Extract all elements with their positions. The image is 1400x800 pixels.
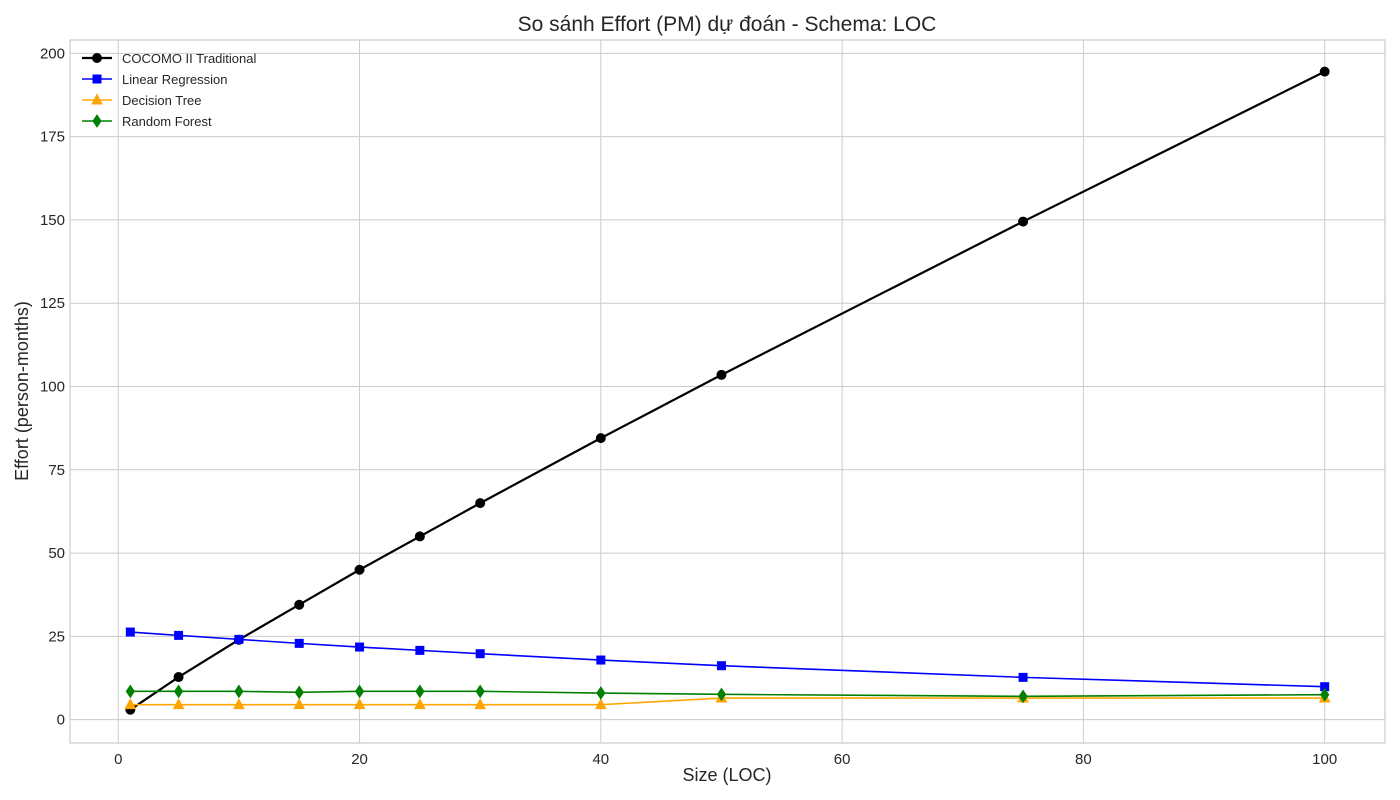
data-point [414, 698, 426, 710]
legend: COCOMO II Traditional Linear Regression De… [82, 51, 256, 129]
legend-item-decision-tree: Decision Tree [82, 93, 201, 108]
x-tick-label: 40 [592, 751, 609, 768]
data-point [294, 638, 304, 648]
data-point [475, 649, 485, 659]
x-axis-label: Size (LOC) [682, 765, 771, 785]
legend-label: Random Forest [122, 114, 212, 129]
data-point [125, 627, 135, 637]
data-point [1018, 672, 1028, 682]
data-point [414, 531, 425, 542]
data-point [234, 684, 244, 699]
series-line [129, 70, 1326, 711]
data-point [174, 630, 184, 640]
legend-item-cocomo-ii-traditional: COCOMO II Traditional [82, 51, 256, 66]
series-line [130, 697, 1325, 706]
y-tick-label: 150 [40, 212, 65, 229]
x-tick-label: 80 [1075, 751, 1092, 768]
data-point [415, 684, 425, 699]
data-point [595, 433, 606, 444]
data-point [1319, 66, 1330, 77]
y-tick-label: 50 [48, 545, 65, 562]
series-group [124, 66, 1331, 715]
y-tick-label: 175 [40, 129, 65, 146]
data-point [233, 698, 245, 710]
legend-label: COCOMO II Traditional [122, 51, 256, 66]
legend-marker [91, 93, 103, 105]
data-point [354, 684, 365, 699]
legend-marker [92, 74, 102, 84]
data-point [716, 661, 726, 671]
tick-labels: 0 20 40 60 80 100 0 25 50 75 100 125 150 175 200 [40, 45, 1337, 768]
data-point [1018, 216, 1029, 227]
data-point [596, 655, 606, 665]
data-point [415, 645, 425, 655]
data-point [1018, 689, 1028, 704]
y-tick-label: 75 [48, 462, 65, 479]
data-point [124, 698, 137, 710]
data-point [353, 698, 366, 710]
data-point [716, 369, 727, 380]
legend-marker [92, 114, 102, 128]
data-point [716, 687, 727, 702]
y-tick-label: 100 [40, 379, 65, 396]
data-point [474, 698, 487, 710]
legend-item-random-forest: Random Forest [82, 114, 212, 129]
x-tick-label: 0 [114, 751, 122, 768]
data-point [475, 498, 486, 509]
data-point [173, 684, 184, 699]
chart-title: So sánh Effort (PM) dự đoán - Schema: LO… [518, 13, 937, 36]
y-tick-label: 0 [57, 712, 65, 729]
legend-label: Linear Regression [122, 72, 228, 87]
y-tick-label: 200 [40, 45, 65, 62]
data-point [355, 642, 365, 652]
legend-marker [92, 53, 102, 63]
y-tick-label: 125 [40, 295, 65, 312]
data-point [1320, 687, 1330, 702]
data-point [173, 672, 184, 683]
legend-item-linear-regression: Linear Regression [82, 72, 228, 87]
series-cocomo-ii-traditional [125, 66, 1330, 715]
data-point [596, 686, 606, 700]
x-tick-label: 100 [1312, 751, 1337, 768]
plot-frame [69, 39, 1386, 744]
y-axis-label: Effort (person-months) [12, 301, 32, 481]
y-tick-label: 25 [48, 628, 65, 645]
legend-label: Decision Tree [122, 93, 201, 108]
data-point [475, 684, 485, 699]
series-linear-regression [125, 627, 1330, 692]
data-point [594, 698, 607, 710]
data-point [172, 698, 185, 710]
data-point [294, 685, 304, 700]
series-decision-tree [124, 691, 1331, 710]
x-tick-label: 60 [834, 751, 851, 768]
data-point [294, 599, 305, 610]
series-line [130, 690, 1325, 698]
data-point [354, 564, 365, 575]
series-random-forest [125, 684, 1330, 704]
series-line [130, 631, 1325, 688]
grid [70, 40, 1385, 743]
data-point [293, 698, 306, 710]
data-point [234, 634, 244, 644]
data-point [125, 684, 135, 699]
x-tick-label: 20 [351, 751, 368, 768]
